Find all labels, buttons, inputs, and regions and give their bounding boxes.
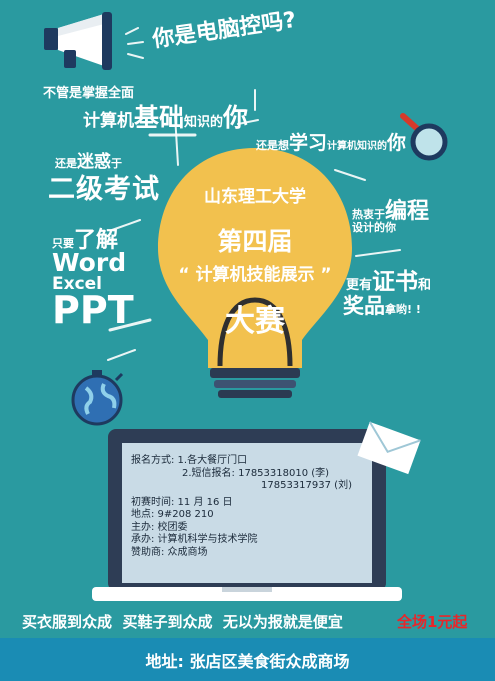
headline-line7-a: 只要 — [52, 237, 74, 250]
headline-line8-b: 证书 — [372, 269, 419, 295]
headline-line6-c: 设计的你 — [352, 221, 396, 234]
info-time: 初赛时间: 11 月 16 日 — [131, 496, 233, 508]
headline-line8-a: 更有 — [346, 278, 373, 293]
headline-line3-b: 学习 — [289, 132, 328, 154]
headline-line4-c: 于 — [111, 157, 122, 170]
globe-icon — [71, 370, 124, 426]
bulb-big: 大赛 — [225, 304, 285, 339]
laptop — [92, 429, 402, 601]
headline-line2-c: 知识的 — [184, 115, 224, 130]
info-sms2: 17853317937 (刘) — [261, 480, 352, 491]
headline-word: Word — [52, 248, 127, 277]
bulb-edition: 第四届 — [217, 227, 293, 256]
headline-line7-b: 了解 — [74, 228, 119, 253]
footer-slogan: 买衣服到众成 买鞋子到众成 无以为报就是便宜 — [22, 613, 343, 631]
light-bulb — [158, 148, 352, 398]
headline-line5: 二级考试 — [48, 174, 160, 205]
headline-line4-b: 迷惑 — [77, 152, 111, 172]
headline-line4: 还是迷惑于 — [55, 147, 122, 172]
headline-line2-d: 你 — [223, 103, 249, 132]
envelope-icon — [357, 421, 421, 475]
info-sms: 2.短信报名: 17853318010 (李) — [182, 467, 330, 479]
magnifier-icon — [400, 113, 448, 161]
headline-excel: Excel — [52, 274, 103, 294]
headline-line8: 更有证书和 — [346, 262, 431, 296]
megaphone-icon — [44, 12, 112, 70]
bulb-school: 山东理工大学 — [204, 187, 306, 207]
footer-promo: 全场1元起 — [397, 613, 468, 631]
headline-line7: 只要了解 — [52, 222, 118, 254]
headline-line2-b: 基础 — [134, 103, 185, 132]
headline-line4-a: 还是 — [55, 157, 77, 170]
info-place: 地点: 9#208 210 — [131, 509, 214, 520]
headline-line2-a: 计算机 — [83, 111, 134, 131]
headline-line9: 奖品拿哟! ! — [343, 290, 421, 320]
headline-line9-b: 拿哟! ! — [385, 303, 421, 316]
headline-line3-a: 还是想 — [256, 139, 289, 152]
headline-ppt: PPT — [52, 288, 134, 332]
headline-line6: 热衷于编程 — [352, 193, 429, 225]
info-host: 主办: 校团委 — [131, 521, 188, 533]
headline-line3-c: 计算机知识的 — [327, 141, 388, 152]
footer-slogan-bar: 买衣服到众成 买鞋子到众成 无以为报就是便宜 全场1元起 — [0, 608, 495, 638]
footer-address-bar: 地址: 张店区美食街众成商场 — [0, 638, 495, 681]
headline-line9-a: 奖品 — [343, 294, 385, 318]
headline-line8-c: 和 — [418, 278, 432, 293]
headline-line3: 还是想学习计算机知识的你 — [256, 128, 406, 155]
info-org: 承办: 计算机科学与技术学院 — [131, 534, 258, 545]
headline-line2: 计算机基础知识的你 — [83, 98, 248, 134]
headline-line3-d: 你 — [387, 132, 407, 154]
footer-address: 地址: 张店区美食街众成商场 — [145, 652, 350, 671]
bulb-contest: “ 计算机技能展示 ” — [178, 265, 332, 285]
info-panel: 报名方式: 1.各大餐厅门口 2.短信报名: 17853318010 (李) 1… — [131, 455, 352, 559]
headline-line6-a: 热衷于 — [352, 208, 385, 221]
headline-line1: 不管是掌握全面 — [43, 86, 135, 101]
info-signup: 报名方式: 1.各大餐厅门口 — [131, 455, 248, 466]
info-sponsor: 赞助商: 众成商场 — [131, 546, 208, 558]
headline-line6-b: 编程 — [385, 199, 430, 224]
